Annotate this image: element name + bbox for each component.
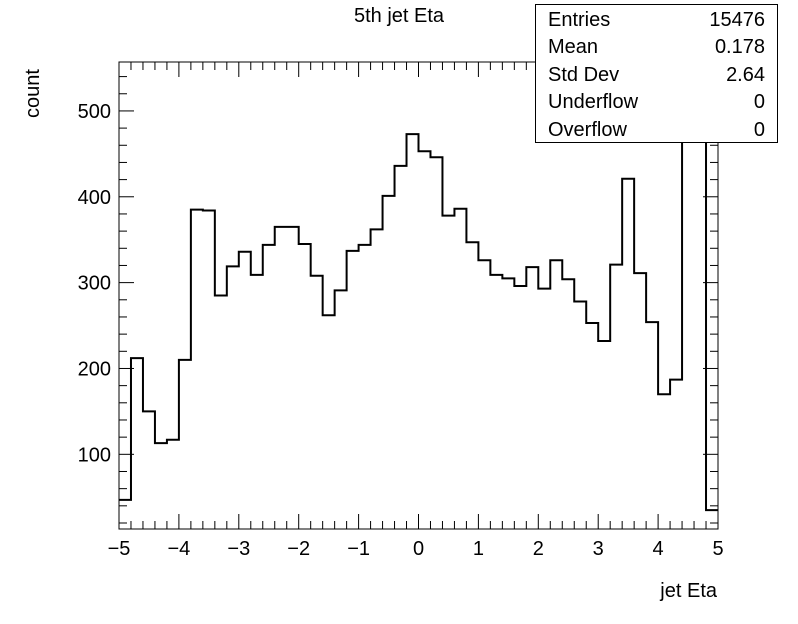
- stats-stddev-value: 2.64: [726, 63, 765, 86]
- x-axis-label: jet Eta: [659, 580, 718, 602]
- x-tick-label: −5: [108, 538, 131, 560]
- stats-row-entries: Entries 15476: [548, 7, 765, 34]
- stats-box: Entries 15476 Mean 0.178 Std Dev 2.64 Un…: [535, 4, 778, 143]
- stats-stddev-label: Std Dev: [548, 63, 620, 86]
- chart-title: 5th jet Eta: [353, 5, 445, 27]
- x-tick-label: −1: [347, 538, 370, 560]
- y-tick-label: 200: [78, 358, 111, 380]
- stats-row-stddev: Std Dev 2.64: [548, 62, 765, 89]
- y-tick-label: 400: [78, 187, 111, 209]
- x-tick-label: 4: [653, 538, 664, 560]
- stats-underflow-label: Underflow: [548, 91, 639, 114]
- stats-row-mean: Mean 0.178: [548, 34, 765, 61]
- stats-entries-value: 15476: [709, 9, 765, 31]
- y-tick-label: 100: [78, 444, 111, 466]
- stats-row-overflow: Overflow 0: [548, 117, 765, 144]
- tick-labels: −5 −4 −3 −2 −1 0 1 2 3 4 5 100 200 300 400 500: [78, 101, 724, 560]
- stats-underflow-value: 0: [753, 91, 765, 114]
- y-tick-label: 500: [78, 101, 111, 123]
- stats-overflow-label: Overflow: [548, 118, 627, 141]
- stats-entries-label: Entries: [548, 9, 611, 31]
- x-tick-label: 1: [473, 538, 484, 560]
- stats-row-underflow: Underflow 0: [548, 89, 765, 116]
- x-tick-label: −3: [227, 538, 250, 560]
- x-tick-label: −4: [167, 538, 190, 560]
- y-tick-label: 300: [78, 273, 111, 295]
- x-tick-label: 0: [413, 538, 424, 560]
- stats-overflow-value: 0: [753, 118, 765, 141]
- histogram-step-line: [119, 61, 718, 512]
- y-axis-label: count: [22, 69, 44, 118]
- stats-mean-value: 0.178: [714, 36, 765, 59]
- x-tick-label: −2: [287, 538, 310, 560]
- x-tick-label: 3: [593, 538, 604, 560]
- x-tick-label: 2: [533, 538, 544, 560]
- x-tick-label: 5: [712, 538, 723, 560]
- stats-mean-label: Mean: [548, 36, 599, 59]
